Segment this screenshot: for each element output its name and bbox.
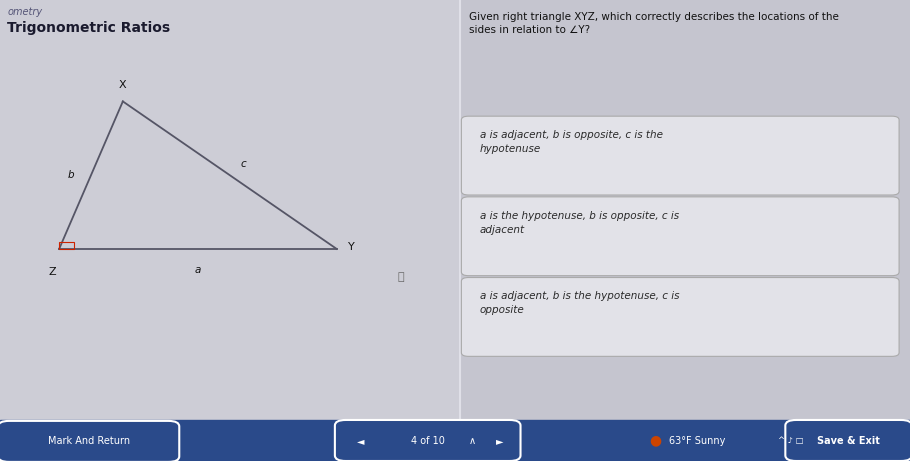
FancyBboxPatch shape <box>785 420 910 461</box>
Text: Z: Z <box>48 267 56 278</box>
Text: 4 of 10: 4 of 10 <box>410 436 445 446</box>
Text: ●: ● <box>649 434 662 448</box>
Text: ►: ► <box>496 436 503 446</box>
Text: a: a <box>195 265 201 275</box>
Text: Save & Exit: Save & Exit <box>817 436 880 446</box>
Text: a is the hypotenuse, b is opposite, c is
adjacent: a is the hypotenuse, b is opposite, c is… <box>480 211 679 235</box>
Text: ∧: ∧ <box>469 436 476 446</box>
Bar <box>59 242 74 249</box>
Text: Given right triangle XYZ, which correctly describes the locations of the
sides i: Given right triangle XYZ, which correctl… <box>469 12 838 35</box>
Bar <box>0 420 910 461</box>
FancyBboxPatch shape <box>0 421 179 461</box>
Text: ^ ♪ □: ^ ♪ □ <box>778 436 804 445</box>
Text: a is adjacent, b is the hypotenuse, c is
opposite: a is adjacent, b is the hypotenuse, c is… <box>480 291 679 315</box>
Text: ometry: ometry <box>7 7 43 17</box>
Text: c: c <box>240 159 247 169</box>
FancyBboxPatch shape <box>461 197 899 276</box>
FancyBboxPatch shape <box>461 278 899 356</box>
Bar <box>460 0 910 420</box>
Text: b: b <box>67 170 75 180</box>
Text: ⤢: ⤢ <box>397 272 404 282</box>
FancyBboxPatch shape <box>461 116 899 195</box>
Text: a is adjacent, b is opposite, c is the
hypotenuse: a is adjacent, b is opposite, c is the h… <box>480 130 662 154</box>
Text: Mark And Return: Mark And Return <box>47 436 130 446</box>
Text: ◄: ◄ <box>357 436 364 446</box>
Bar <box>0 0 460 420</box>
Text: Y: Y <box>348 242 354 252</box>
Text: X: X <box>119 80 126 90</box>
Text: 63°F Sunny: 63°F Sunny <box>669 436 725 446</box>
FancyBboxPatch shape <box>335 420 521 461</box>
Text: Trigonometric Ratios: Trigonometric Ratios <box>7 21 170 35</box>
